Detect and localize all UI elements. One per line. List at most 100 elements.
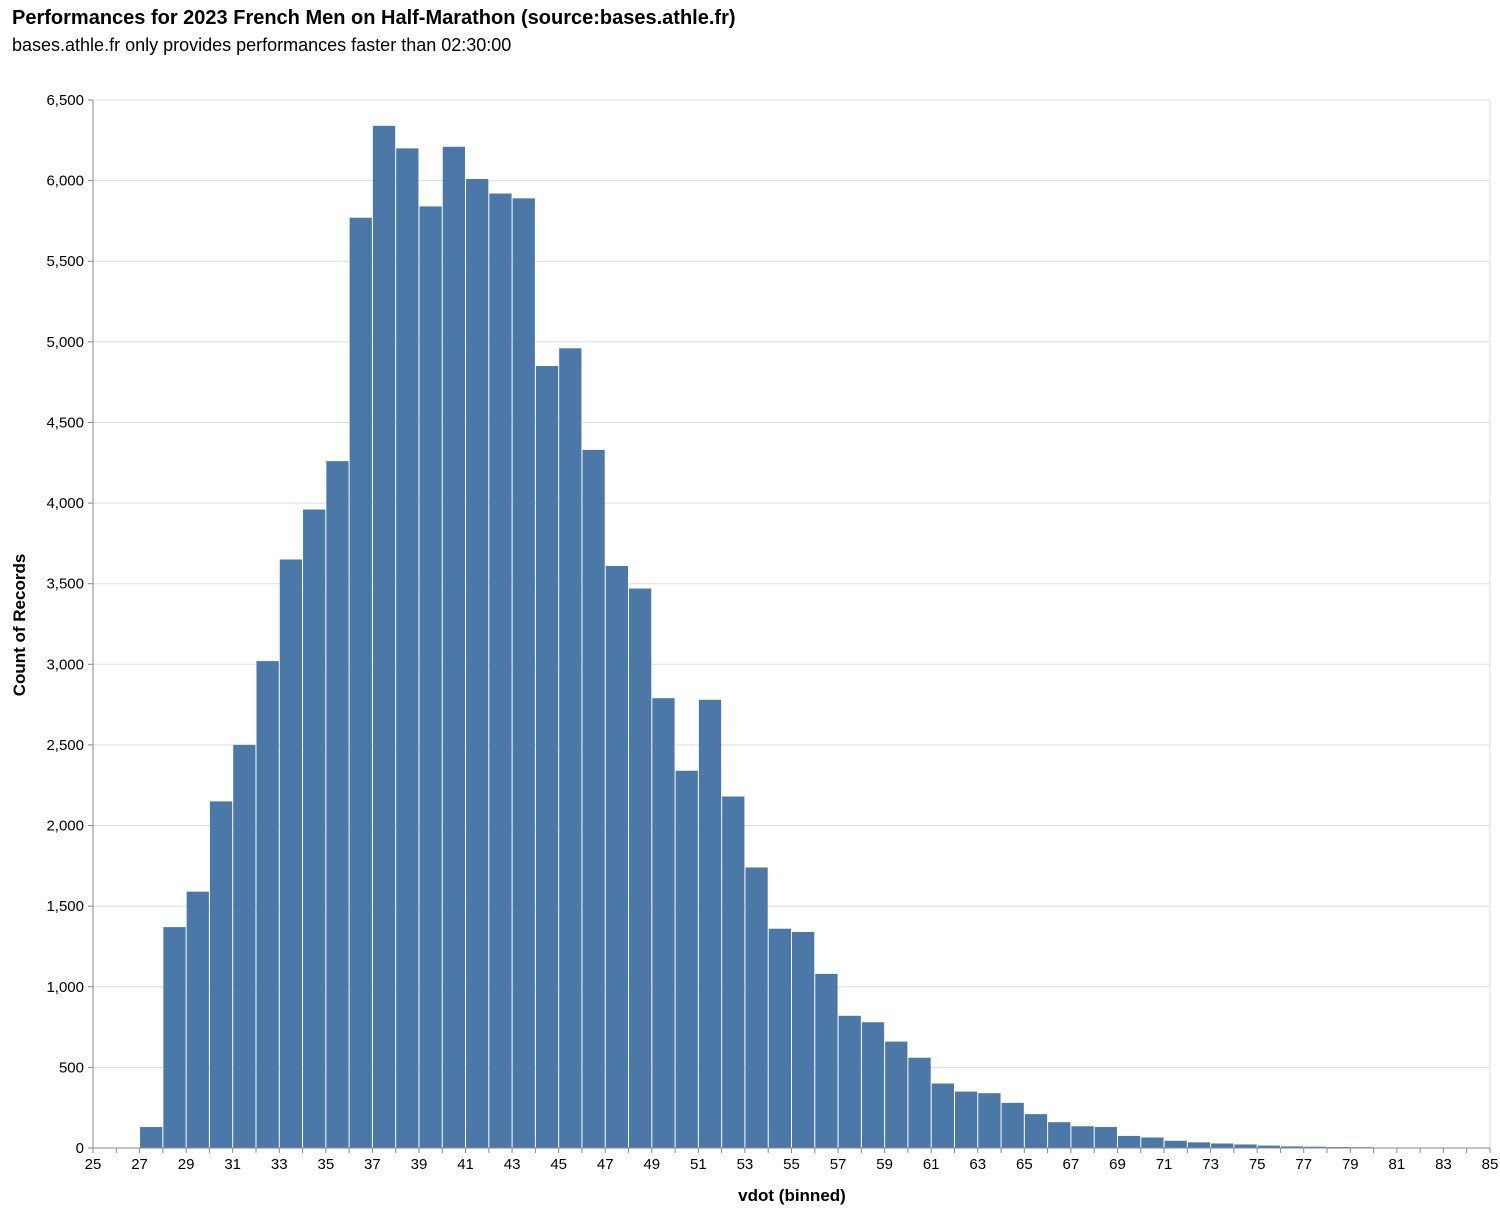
x-tick-label: 47 (597, 1156, 614, 1173)
x-tick-label: 27 (131, 1156, 148, 1173)
x-tick-label: 49 (643, 1156, 660, 1173)
y-tick-label: 2,000 (46, 818, 84, 835)
bar (1257, 1145, 1280, 1148)
bar (349, 217, 372, 1148)
bar (1304, 1146, 1327, 1148)
bar (582, 449, 605, 1149)
x-tick-label: 41 (457, 1156, 474, 1173)
x-tick-label: 33 (271, 1156, 288, 1173)
x-tick-label: 31 (224, 1156, 241, 1173)
bar (1094, 1127, 1117, 1148)
x-tick-label: 45 (550, 1156, 567, 1173)
bar (954, 1091, 978, 1148)
x-tick-label: 59 (876, 1156, 893, 1173)
bar (745, 867, 768, 1148)
y-tick-label: 3,500 (46, 576, 84, 593)
bar (1024, 1114, 1048, 1148)
x-tick-label: 35 (317, 1156, 334, 1173)
bar (1048, 1122, 1071, 1148)
x-tick-label: 37 (364, 1156, 381, 1173)
chart-title: Performances for 2023 French Men on Half… (12, 7, 736, 29)
bar (466, 179, 489, 1149)
bar (419, 206, 442, 1149)
bar (629, 588, 652, 1148)
bar (792, 931, 815, 1148)
bar (931, 1083, 954, 1148)
bar (885, 1041, 908, 1148)
y-tick-label: 1,500 (46, 898, 84, 915)
bar (1117, 1135, 1141, 1148)
bar (256, 661, 279, 1148)
y-tick-label: 4,000 (46, 495, 84, 512)
bar (698, 699, 722, 1148)
x-tick-label: 71 (1156, 1156, 1173, 1173)
x-tick-label: 79 (1342, 1156, 1359, 1173)
bar (1001, 1102, 1024, 1148)
x-tick-label: 25 (85, 1156, 102, 1173)
bar (652, 698, 675, 1148)
bar (163, 927, 186, 1148)
bars (140, 125, 1490, 1149)
y-tick-label: 3,000 (46, 656, 84, 673)
y-tick-label: 6,500 (46, 92, 84, 109)
bar (512, 198, 535, 1148)
bar (1071, 1126, 1094, 1148)
y-tick-label: 4,500 (46, 414, 84, 431)
bar (838, 1015, 861, 1148)
x-axis-title: vdot (binned) (738, 1186, 846, 1205)
x-tick-label: 65 (1016, 1156, 1033, 1173)
bar (279, 559, 303, 1148)
bar (489, 193, 512, 1148)
bar (1164, 1140, 1187, 1148)
bar (303, 509, 326, 1149)
bar (815, 973, 838, 1148)
bar (605, 565, 629, 1148)
x-tick-label: 83 (1435, 1156, 1452, 1173)
bar (535, 366, 559, 1148)
x-tick-label: 69 (1109, 1156, 1126, 1173)
x-tick-label: 55 (783, 1156, 800, 1173)
bar (978, 1093, 1001, 1148)
y-tick-label: 2,500 (46, 737, 84, 754)
bar (186, 891, 209, 1148)
bar (559, 348, 582, 1148)
bar (861, 1022, 885, 1148)
chart-subtitle: bases.athle.fr only provides performance… (12, 35, 512, 55)
bar (768, 928, 791, 1148)
y-axis-title: Count of Records (10, 554, 29, 697)
y-tick-label: 5,500 (46, 253, 84, 270)
bar (372, 125, 396, 1148)
axes: 0 500 1,000 1,500 2,000 2,500 3,000 3,500 4,000 4… (46, 92, 1498, 1173)
bar (1234, 1144, 1257, 1148)
x-tick-label: 39 (411, 1156, 428, 1173)
y-tick-label: 0 (76, 1140, 84, 1157)
y-tick-label: 6,000 (46, 173, 84, 190)
bar (675, 770, 698, 1148)
bar (1211, 1143, 1234, 1148)
x-tick-label: 57 (830, 1156, 847, 1173)
gridlines (93, 99, 1491, 1149)
x-tick-label: 67 (1063, 1156, 1080, 1173)
bar (209, 801, 233, 1148)
x-tick-label: 73 (1202, 1156, 1219, 1173)
bar (1141, 1137, 1164, 1148)
x-tick-label: 81 (1389, 1156, 1406, 1173)
x-tick-label: 43 (504, 1156, 521, 1173)
x-tick-label: 63 (969, 1156, 986, 1173)
bar (1280, 1146, 1304, 1148)
x-tick-label: 77 (1295, 1156, 1312, 1173)
x-tick-label: 51 (690, 1156, 707, 1173)
x-tick-label: 61 (923, 1156, 940, 1173)
bar (722, 796, 745, 1148)
x-tick-label: 75 (1249, 1156, 1266, 1173)
x-tick-label: 85 (1482, 1156, 1499, 1173)
bar (396, 148, 419, 1148)
bar (908, 1057, 931, 1148)
y-tick-label: 1,000 (46, 979, 84, 996)
bar (326, 461, 349, 1148)
x-tick-label: 53 (737, 1156, 754, 1173)
y-tick-label: 5,000 (46, 334, 84, 351)
bar (140, 1127, 163, 1148)
y-tick-label: 500 (59, 1059, 84, 1076)
